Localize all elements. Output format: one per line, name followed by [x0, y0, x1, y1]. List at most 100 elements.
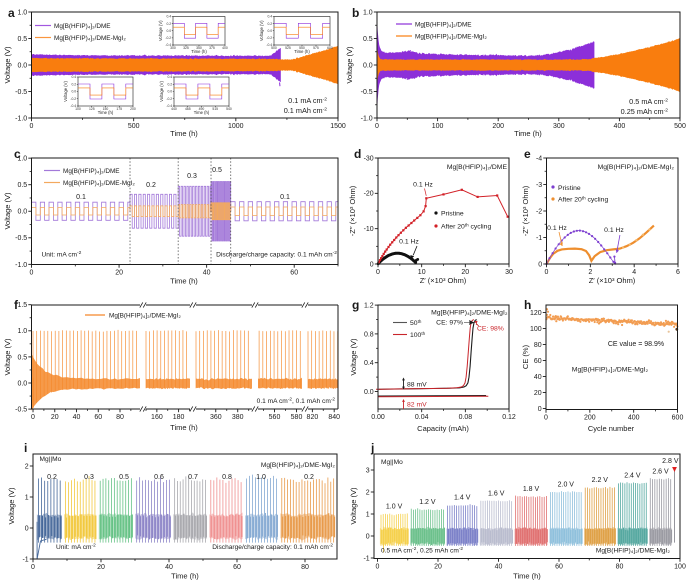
svg-text:0: 0: [544, 415, 548, 422]
svg-text:1.0: 1.0: [363, 9, 373, 16]
svg-text:Mg[B(HFIP)₄]₂/DME-MgI₂: Mg[B(HFIP)₄]₂/DME-MgI₂: [54, 35, 126, 42]
svg-text:Mg[B(HFIP)₄]₂/DME-MgI₂: Mg[B(HFIP)₄]₂/DME-MgI₂: [261, 462, 336, 469]
svg-text:540: 540: [226, 107, 232, 111]
svg-text:490: 490: [199, 107, 205, 111]
svg-text:1: 1: [366, 511, 370, 518]
svg-text:Capacity (mAh): Capacity (mAh): [417, 424, 469, 433]
svg-text:-0.2: -0.2: [70, 97, 76, 101]
svg-text:c: c: [14, 147, 21, 161]
svg-text:325: 325: [183, 46, 189, 50]
svg-text:-0.5: -0.5: [15, 235, 27, 242]
svg-text:Pristine: Pristine: [558, 185, 581, 192]
svg-text:1.4 V: 1.4 V: [454, 495, 471, 502]
svg-text:CE: 98%: CE: 98%: [477, 326, 504, 333]
svg-text:0.5: 0.5: [17, 36, 27, 43]
svg-text:Voltage (V): Voltage (V): [3, 192, 12, 230]
svg-text:-1: -1: [363, 555, 369, 562]
svg-text:e: e: [524, 147, 531, 161]
svg-text:Voltage (V): Voltage (V): [349, 487, 358, 525]
svg-text:0.4: 0.4: [166, 15, 171, 19]
svg-text:-0.2: -0.2: [266, 36, 272, 40]
svg-text:h: h: [524, 298, 531, 312]
svg-text:0.0: 0.0: [363, 62, 373, 69]
svg-text:0.0: 0.0: [166, 29, 171, 33]
svg-text:i: i: [24, 441, 27, 455]
svg-text:0: 0: [545, 269, 549, 276]
svg-text:0: 0: [366, 533, 370, 540]
svg-text:580: 580: [291, 414, 303, 421]
svg-text:Time (h): Time (h): [513, 572, 541, 581]
svg-text:b: b: [352, 6, 359, 20]
svg-text:20: 20: [534, 390, 542, 397]
svg-text:0: 0: [31, 414, 35, 421]
svg-text:2.4 V: 2.4 V: [624, 473, 641, 480]
svg-text:Voltage (V): Voltage (V): [158, 20, 163, 41]
svg-text:0: 0: [376, 269, 380, 276]
svg-text:1.6 V: 1.6 V: [488, 490, 505, 497]
svg-text:400: 400: [614, 123, 626, 130]
svg-text:0.1 Hz: 0.1 Hz: [399, 239, 419, 246]
svg-text:-30: -30: [364, 155, 374, 162]
svg-text:200: 200: [584, 415, 596, 422]
svg-text:-0.5: -0.5: [15, 407, 27, 414]
svg-text:500: 500: [271, 46, 277, 50]
svg-text:515: 515: [212, 107, 218, 111]
svg-text:0.4: 0.4: [364, 360, 374, 367]
svg-text:Mg[B(HFIP)₄]₂/DME-MgI₂: Mg[B(HFIP)₄]₂/DME-MgI₂: [109, 313, 181, 320]
svg-text:80: 80: [534, 342, 542, 349]
svg-text:Mg[B(HFIP)₄]₂/DME-MgI₂: Mg[B(HFIP)₄]₂/DME-MgI₂: [63, 180, 135, 187]
svg-text:-1: -1: [536, 235, 542, 242]
svg-text:1.0 V: 1.0 V: [386, 504, 403, 511]
svg-text:0.5: 0.5: [17, 182, 27, 189]
svg-text:0.04: 0.04: [415, 414, 429, 421]
svg-text:40: 40: [165, 564, 173, 571]
svg-text:-0.5: -0.5: [361, 89, 373, 96]
svg-text:10: 10: [418, 269, 426, 276]
svg-text:60: 60: [94, 414, 102, 421]
svg-text:0: 0: [370, 261, 374, 268]
svg-text:0: 0: [25, 525, 29, 532]
svg-text:-Z′′ (×10³ Ohm): -Z′′ (×10³ Ohm): [348, 185, 357, 236]
svg-text:Mg||Mo: Mg||Mo: [381, 459, 403, 466]
svg-text:100th: 100th: [410, 331, 426, 339]
svg-text:360: 360: [210, 414, 222, 421]
svg-text:30: 30: [505, 269, 513, 276]
svg-text:80: 80: [116, 414, 124, 421]
svg-text:0.1: 0.1: [76, 194, 86, 201]
svg-text:820: 820: [307, 414, 319, 421]
svg-text:400: 400: [222, 46, 228, 50]
svg-text:0.5: 0.5: [17, 354, 27, 361]
svg-text:0.2: 0.2: [267, 22, 272, 26]
svg-text:0.25 mAh cm-2: 0.25 mAh cm-2: [621, 107, 669, 116]
svg-text:1: 1: [25, 494, 29, 501]
svg-text:0.2: 0.2: [47, 474, 57, 481]
svg-text:0.08: 0.08: [459, 414, 473, 421]
svg-text:0: 0: [376, 564, 380, 571]
svg-text:0.5 mA cm-2, 0.25 mAh cm-2: 0.5 mA cm-2, 0.25 mAh cm-2: [381, 546, 463, 554]
svg-text:Time (h): Time (h): [170, 129, 198, 138]
svg-text:Voltage (V): Voltage (V): [159, 81, 164, 102]
svg-text:1.0: 1.0: [17, 156, 27, 163]
svg-text:Time (h): Time (h): [191, 49, 207, 54]
svg-text:Time (h): Time (h): [514, 129, 542, 138]
svg-text:20: 20: [115, 270, 123, 277]
svg-text:0.5: 0.5: [363, 36, 373, 43]
svg-text:0.1 mA cm-2: 0.1 mA cm-2: [288, 96, 327, 105]
svg-text:200: 200: [492, 123, 504, 130]
svg-text:Time (h): Time (h): [170, 277, 198, 286]
svg-text:300: 300: [170, 46, 176, 50]
svg-text:60: 60: [534, 358, 542, 365]
svg-text:Cycle number: Cycle number: [588, 424, 635, 433]
svg-text:-10: -10: [364, 226, 374, 233]
svg-text:0.0: 0.0: [17, 62, 27, 69]
svg-text:Unit: mA cm-2: Unit: mA cm-2: [42, 250, 82, 258]
svg-text:0: 0: [30, 123, 34, 130]
svg-text:0.4: 0.4: [267, 15, 272, 19]
svg-text:0: 0: [375, 123, 379, 130]
svg-text:j: j: [370, 441, 374, 455]
svg-text:60: 60: [233, 564, 241, 571]
svg-text:Voltage (V): Voltage (V): [63, 81, 68, 102]
svg-text:0.5: 0.5: [212, 167, 222, 174]
svg-text:Voltage (V): Voltage (V): [345, 46, 354, 84]
svg-text:40: 40: [495, 564, 503, 571]
